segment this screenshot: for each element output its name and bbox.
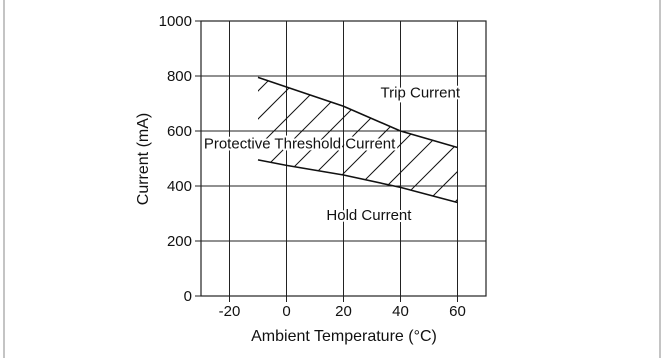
hatch-line [585,21,664,296]
hatch-line [0,21,132,296]
hold-current-label: Hold Current [326,207,412,224]
hatch-line [258,77,458,203]
annotation-layer: Trip Current Protective Threshold Current… [202,83,463,226]
y-tick-label: 600 [167,123,192,140]
hatch-line [501,21,664,296]
hatch-line [258,77,458,203]
hatch-line [388,77,458,203]
hatch-line [258,77,458,203]
hatch-line [529,21,664,296]
y-tick-label: 0 [184,288,192,305]
y-tick-label: 400 [167,178,192,195]
trip-current-label: Trip Current [381,85,461,102]
x-tick-label: 40 [392,303,409,320]
hatch-line [304,77,458,203]
hatch-line [444,77,458,203]
hatch-line [0,21,104,296]
hatch-line [258,77,413,203]
hatched-region [0,21,664,296]
hatch-line [0,21,244,296]
hatch-line [0,21,216,296]
hatch-line [473,21,664,296]
hatch-line [0,21,188,296]
hatch-line [557,21,664,296]
x-axis-label: Ambient Temperature (°C) [251,328,437,345]
x-tick-label: -20 [219,303,241,320]
hatch-line [258,77,357,203]
y-tick-label: 1000 [159,13,192,30]
x-tick-label: 0 [282,303,290,320]
hatch-layer [0,21,664,296]
y-tick-label: 800 [167,68,192,85]
protective-threshold-current-label: Protective Threshold Current [204,135,396,152]
y-tick-label: 200 [167,233,192,250]
grid-layer [200,20,487,297]
x-tick-label: 60 [449,303,466,320]
hatch-line [0,21,76,296]
hatch-line [276,77,458,203]
trip-current-curve [257,76,458,149]
series-layer [257,76,458,204]
y-axis-label: Current (mA) [135,113,152,205]
hatch-line [258,77,441,203]
hatch-line [332,77,458,203]
hatch-line [258,77,301,203]
hold-current-curve [257,159,458,204]
hatch-line [416,77,458,203]
hatch-line [360,77,458,203]
x-tick-label: 20 [335,303,352,320]
